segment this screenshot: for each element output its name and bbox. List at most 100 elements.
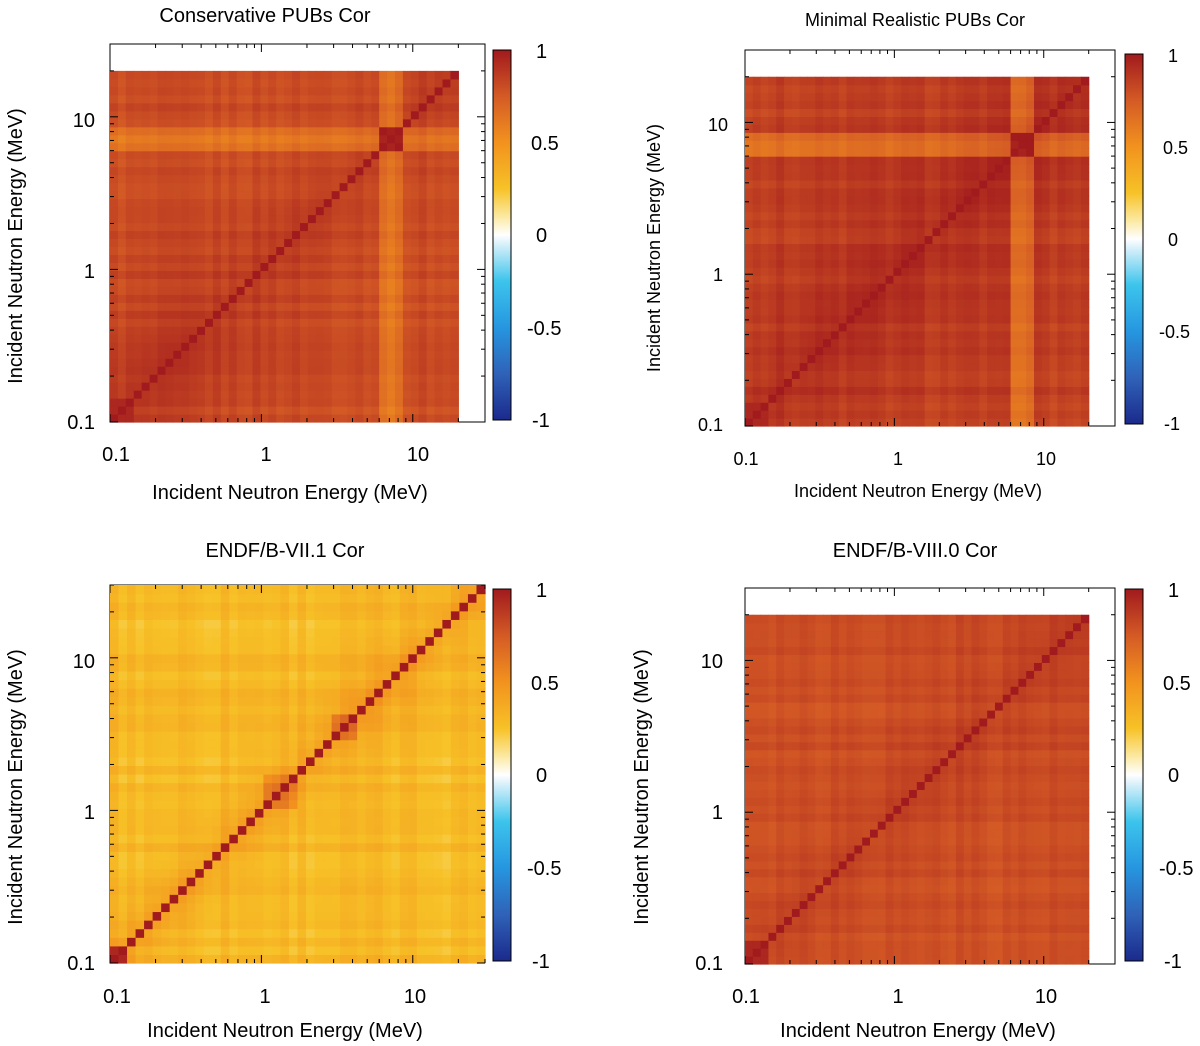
heatmap-cell [830, 156, 840, 165]
heatmap-cell [212, 825, 222, 835]
heatmap-cell [220, 748, 230, 758]
heatmap-cell [854, 235, 863, 245]
heatmap-cell [823, 306, 832, 316]
heatmap-cell [877, 76, 887, 86]
heatmap-cell [901, 275, 910, 284]
heatmap-cell [854, 306, 863, 316]
heatmap-cell [237, 877, 247, 887]
heatmap-cell [300, 230, 309, 240]
heatmap-cell [186, 619, 196, 629]
heatmap-cell [1073, 243, 1082, 252]
heatmap-cell [830, 140, 840, 149]
heatmap-cell [426, 358, 436, 367]
heatmap-cell [189, 150, 198, 160]
heatmap-cell [869, 171, 879, 181]
x-tick-label: 10 [407, 444, 429, 466]
heatmap-cell [292, 142, 301, 152]
heatmap-cell [1010, 219, 1019, 229]
heatmap-cell [830, 291, 840, 300]
heatmap-cell [1065, 92, 1074, 102]
heatmap-cell [276, 406, 285, 415]
heatmap-cell [117, 334, 127, 343]
heatmap-cell [212, 782, 222, 792]
heatmap-cell [339, 406, 349, 415]
heatmap-cell [823, 171, 832, 181]
heatmap-cell [901, 291, 910, 300]
heatmap-cell [220, 902, 230, 913]
heatmap-cell [869, 394, 879, 403]
heatmap-cell [410, 390, 420, 399]
heatmap-cell [212, 222, 222, 232]
heatmap-cell [1049, 402, 1059, 411]
heatmap-cell [387, 110, 396, 120]
heatmap-cell [1010, 179, 1019, 189]
heatmap-cell [117, 150, 127, 160]
heatmap-cell [418, 270, 428, 279]
heatmap-cell [916, 164, 926, 173]
heatmap-cell [410, 246, 420, 256]
heatmap-cell [940, 322, 949, 332]
heatmap-cell [410, 318, 420, 327]
heatmap-cell [144, 774, 154, 784]
heatmap-cell [141, 126, 151, 136]
heatmap-cell [252, 118, 262, 128]
heatmap-cell [402, 366, 412, 375]
heatmap-cell [315, 254, 325, 263]
heatmap-cell [292, 302, 301, 311]
heatmap-cell [260, 206, 269, 216]
heatmap-cell [205, 206, 214, 216]
heatmap-cell [280, 920, 290, 930]
heatmap-cell [117, 406, 127, 415]
heatmap-cell [1018, 179, 1027, 189]
heatmap-cell [846, 259, 855, 268]
heatmap-cell [118, 954, 128, 964]
heatmap-cell [195, 739, 205, 749]
heatmap-cell [760, 227, 770, 237]
heatmap-cell [220, 653, 230, 663]
heatmap-cell [165, 382, 174, 391]
heatmap-cell [263, 937, 273, 947]
heatmap-cell [823, 124, 832, 133]
heatmap-cell [252, 150, 262, 160]
heatmap-cell [157, 206, 167, 216]
heatmap-cell [955, 346, 965, 356]
heatmap-cell [768, 314, 777, 324]
heatmap-cell [979, 76, 988, 86]
heatmap-cell [152, 911, 162, 921]
heatmap-cell [355, 358, 364, 367]
heatmap-cell [893, 124, 902, 133]
heatmap-cell [1002, 291, 1012, 300]
heatmap-cell [877, 283, 887, 292]
heatmap-cell [869, 410, 879, 419]
heatmap-cell [450, 286, 459, 295]
heatmap-cell [315, 238, 325, 248]
heatmap-cell [971, 179, 980, 189]
heatmap-cell [181, 126, 190, 136]
heatmap-cell [940, 354, 949, 364]
heatmap-cell [1018, 386, 1027, 395]
heatmap-cell [339, 126, 349, 136]
heatmap-cell [418, 358, 428, 367]
heatmap-cell [236, 214, 246, 224]
heatmap-cell [1026, 418, 1035, 427]
heatmap-cell [220, 791, 230, 801]
heatmap-cell [117, 286, 127, 295]
heatmap-cell [141, 358, 151, 367]
heatmap-cell [220, 782, 230, 792]
heatmap-cell [862, 251, 871, 260]
heatmap-cell [807, 251, 816, 260]
heatmap-cell [276, 414, 285, 423]
heatmap-cell [110, 627, 120, 638]
heatmap-cell [963, 338, 973, 348]
heatmap-cell [1026, 386, 1035, 395]
heatmap-cell [144, 713, 154, 724]
heatmap-cell [347, 238, 357, 248]
heatmap-cell [220, 206, 230, 216]
heatmap-cell [379, 238, 388, 248]
heatmap-cell [181, 134, 190, 144]
heatmap-cell [971, 275, 980, 284]
heatmap-cell [1002, 179, 1012, 189]
heatmap-cell [924, 211, 934, 221]
heatmap-cell [418, 262, 428, 271]
heatmap-cell [838, 148, 848, 157]
